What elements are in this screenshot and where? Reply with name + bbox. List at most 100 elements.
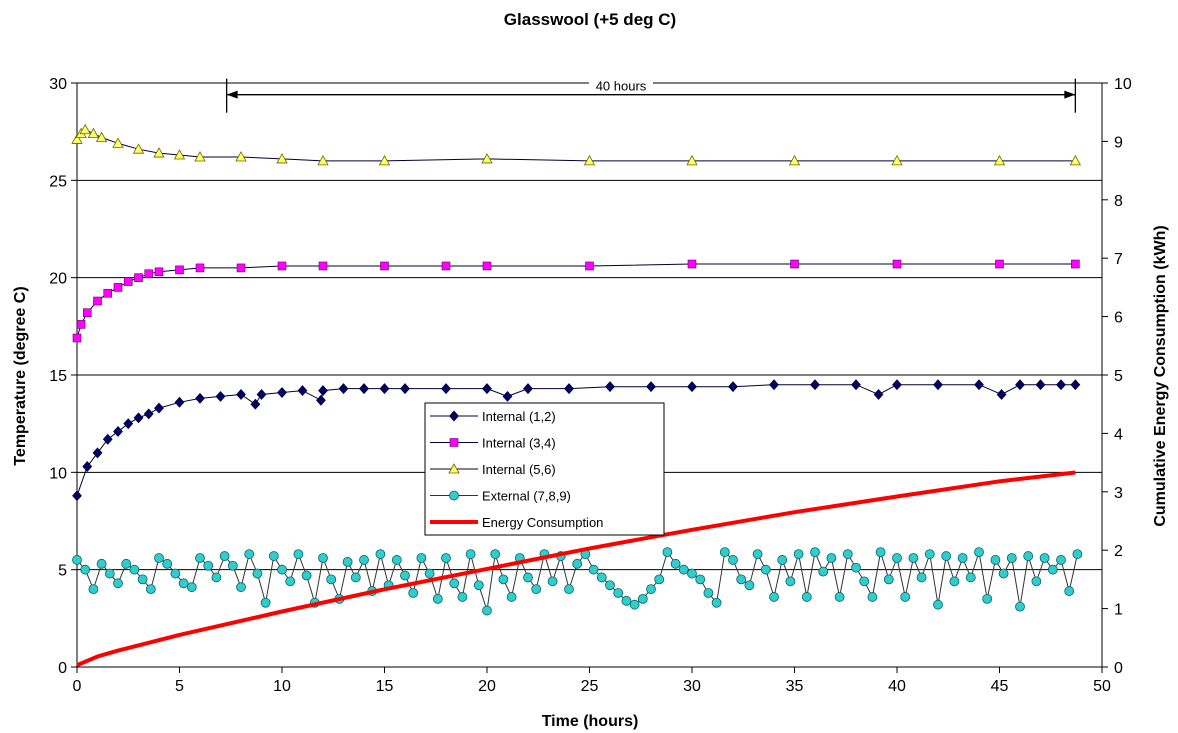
data-point-3-47 xyxy=(457,592,468,602)
data-point-3-72 xyxy=(662,547,673,558)
data-point-3-37 xyxy=(375,549,386,559)
duration-annotation: 40 hours xyxy=(225,78,1076,113)
data-point-3-84 xyxy=(760,564,771,575)
data-point-3-101 xyxy=(900,592,911,602)
y2-tick-label: 9 xyxy=(1114,134,1123,151)
data-point-2-10 xyxy=(235,151,247,162)
data-point-1-4 xyxy=(103,288,113,298)
data-point-0-36 xyxy=(892,379,902,391)
data-point-3-119 xyxy=(1047,564,1058,575)
data-point-3-85 xyxy=(769,592,779,602)
data-point-3-64 xyxy=(596,572,607,583)
data-point-3-14 xyxy=(186,582,197,593)
data-point-3-99 xyxy=(883,574,894,585)
data-point-0-32 xyxy=(769,379,779,391)
y-tick-label: 25 xyxy=(49,173,67,190)
data-point-1-18 xyxy=(585,261,594,271)
y2-tick-label: 10 xyxy=(1114,76,1132,93)
data-point-0-41 xyxy=(1035,379,1046,391)
data-point-2-20 xyxy=(1069,155,1082,166)
data-point-3-94 xyxy=(842,549,853,559)
data-point-3-7 xyxy=(129,564,140,575)
y2-tick-label: 4 xyxy=(1114,426,1123,443)
data-point-3-43 xyxy=(424,568,435,579)
data-point-0-20 xyxy=(359,383,369,395)
data-point-3-6 xyxy=(121,558,132,569)
data-point-3-74 xyxy=(678,564,689,575)
y-tick-label: 20 xyxy=(49,271,67,288)
data-point-0-2 xyxy=(92,447,103,459)
data-point-3-66 xyxy=(613,588,624,598)
data-point-0-1 xyxy=(82,461,93,472)
data-point-3-51 xyxy=(490,549,501,559)
x-tick-label: 5 xyxy=(175,678,184,695)
legend-label: Energy Consumption xyxy=(482,515,603,530)
data-point-2-4 xyxy=(95,131,108,142)
data-point-2-14 xyxy=(481,153,493,164)
legend-entry-2: Internal (5,6) xyxy=(430,462,556,477)
data-point-3-56 xyxy=(531,584,542,595)
data-point-3-79 xyxy=(719,547,730,558)
data-point-3-17 xyxy=(211,572,222,583)
data-point-0-31 xyxy=(728,381,738,393)
data-point-3-58 xyxy=(547,576,558,587)
legend-entry-4: Energy Consumption xyxy=(430,515,603,530)
data-point-2-7 xyxy=(153,147,165,158)
data-point-3-55 xyxy=(523,572,533,583)
data-point-3-30 xyxy=(318,553,328,563)
data-point-3-80 xyxy=(728,555,738,565)
duration-arrow-head-left xyxy=(226,90,238,99)
data-point-1-3 xyxy=(93,296,102,306)
x-axis-title: Time (hours) xyxy=(542,713,639,730)
data-point-3-88 xyxy=(793,549,804,559)
data-point-3-40 xyxy=(400,570,410,581)
data-point-1-16 xyxy=(441,261,451,271)
data-point-3-103 xyxy=(916,572,927,583)
data-point-0-42 xyxy=(1056,379,1066,391)
series-1 xyxy=(72,259,1080,343)
data-point-3-73 xyxy=(670,558,681,569)
data-point-3-2 xyxy=(88,584,99,595)
data-point-3-104 xyxy=(924,549,935,559)
data-point-3-78 xyxy=(711,597,722,608)
data-point-3-91 xyxy=(818,566,829,577)
data-point-0-29 xyxy=(646,381,656,393)
y2-tick-label: 2 xyxy=(1114,543,1123,560)
data-point-3-92 xyxy=(826,553,837,563)
data-point-3-109 xyxy=(965,572,976,583)
data-point-0-6 xyxy=(133,412,144,424)
data-point-3-35 xyxy=(359,555,369,565)
data-point-0-39 xyxy=(996,389,1007,400)
y2-tick-label: 3 xyxy=(1114,485,1123,502)
data-point-3-100 xyxy=(892,553,902,563)
data-point-0-40 xyxy=(1015,379,1025,391)
data-point-3-15 xyxy=(195,553,205,563)
data-point-3-82 xyxy=(744,580,755,591)
series-3 xyxy=(72,547,1083,616)
y-tick-label: 0 xyxy=(58,660,67,677)
data-point-3-81 xyxy=(736,574,747,585)
y-axis-title: Temperature (degree C) xyxy=(12,286,29,465)
data-point-0-12 xyxy=(236,389,246,400)
data-point-3-70 xyxy=(646,584,656,595)
data-point-1-22 xyxy=(995,259,1004,269)
data-point-3-108 xyxy=(957,553,968,563)
data-point-3-31 xyxy=(326,574,337,585)
data-point-0-23 xyxy=(441,383,451,395)
duration-label: 40 hours xyxy=(596,79,647,94)
data-point-2-5 xyxy=(112,137,124,148)
data-point-0-5 xyxy=(123,418,134,430)
left-axis-ticks: 0 5 10 15 20 25 30 xyxy=(49,76,77,677)
y2-tick-label: 6 xyxy=(1114,310,1123,327)
data-point-3-117 xyxy=(1031,576,1042,587)
data-point-0-14 xyxy=(256,389,267,400)
data-point-3-90 xyxy=(810,547,820,558)
data-point-2-18 xyxy=(891,155,903,166)
data-point-3-44 xyxy=(432,593,443,604)
data-point-3-0 xyxy=(72,555,82,565)
legend-swatch-marker xyxy=(449,438,459,447)
data-point-3-106 xyxy=(941,551,952,561)
data-point-0-17 xyxy=(316,394,326,406)
data-point-3-63 xyxy=(588,564,599,575)
data-point-0-26 xyxy=(523,383,533,395)
